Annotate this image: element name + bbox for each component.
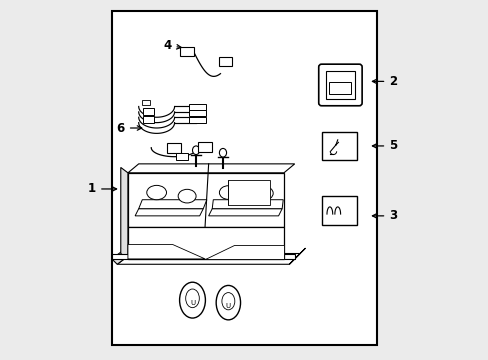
Bar (198, 142, 211, 152)
Bar (329, 82, 351, 94)
Bar (176, 153, 187, 160)
Polygon shape (117, 253, 300, 264)
Ellipse shape (219, 148, 226, 157)
Text: 2: 2 (372, 75, 397, 88)
Polygon shape (112, 253, 294, 259)
FancyBboxPatch shape (318, 64, 362, 106)
Polygon shape (128, 244, 204, 259)
Polygon shape (112, 248, 131, 264)
Ellipse shape (146, 185, 166, 200)
Ellipse shape (222, 293, 234, 310)
Text: 5: 5 (372, 139, 397, 152)
Ellipse shape (219, 186, 237, 199)
Ellipse shape (178, 189, 196, 203)
Ellipse shape (255, 186, 273, 200)
Bar (188, 104, 206, 110)
Polygon shape (289, 248, 305, 264)
Polygon shape (121, 167, 128, 259)
Bar (321, 132, 357, 160)
Polygon shape (212, 200, 283, 209)
Polygon shape (135, 209, 203, 216)
Bar (325, 71, 354, 99)
Bar (180, 47, 193, 56)
Bar (143, 116, 154, 123)
Text: 1: 1 (88, 183, 116, 195)
Bar (112, 12, 376, 345)
Ellipse shape (185, 289, 199, 308)
Text: U: U (225, 302, 230, 309)
Bar (188, 117, 206, 123)
Polygon shape (228, 180, 269, 205)
Text: 6: 6 (117, 122, 142, 135)
Bar (142, 100, 150, 105)
Bar (321, 196, 357, 225)
Bar (143, 108, 154, 115)
Polygon shape (204, 244, 284, 259)
Bar (167, 143, 181, 153)
Text: U: U (189, 300, 195, 306)
Bar (188, 111, 206, 116)
Polygon shape (128, 164, 294, 173)
Ellipse shape (179, 282, 205, 318)
Ellipse shape (192, 146, 199, 154)
Polygon shape (128, 173, 284, 226)
Text: 4: 4 (163, 39, 181, 52)
Text: 3: 3 (372, 210, 397, 222)
Ellipse shape (216, 285, 240, 320)
Polygon shape (208, 209, 282, 216)
Bar (218, 57, 232, 66)
Polygon shape (139, 200, 206, 209)
Polygon shape (128, 226, 284, 259)
